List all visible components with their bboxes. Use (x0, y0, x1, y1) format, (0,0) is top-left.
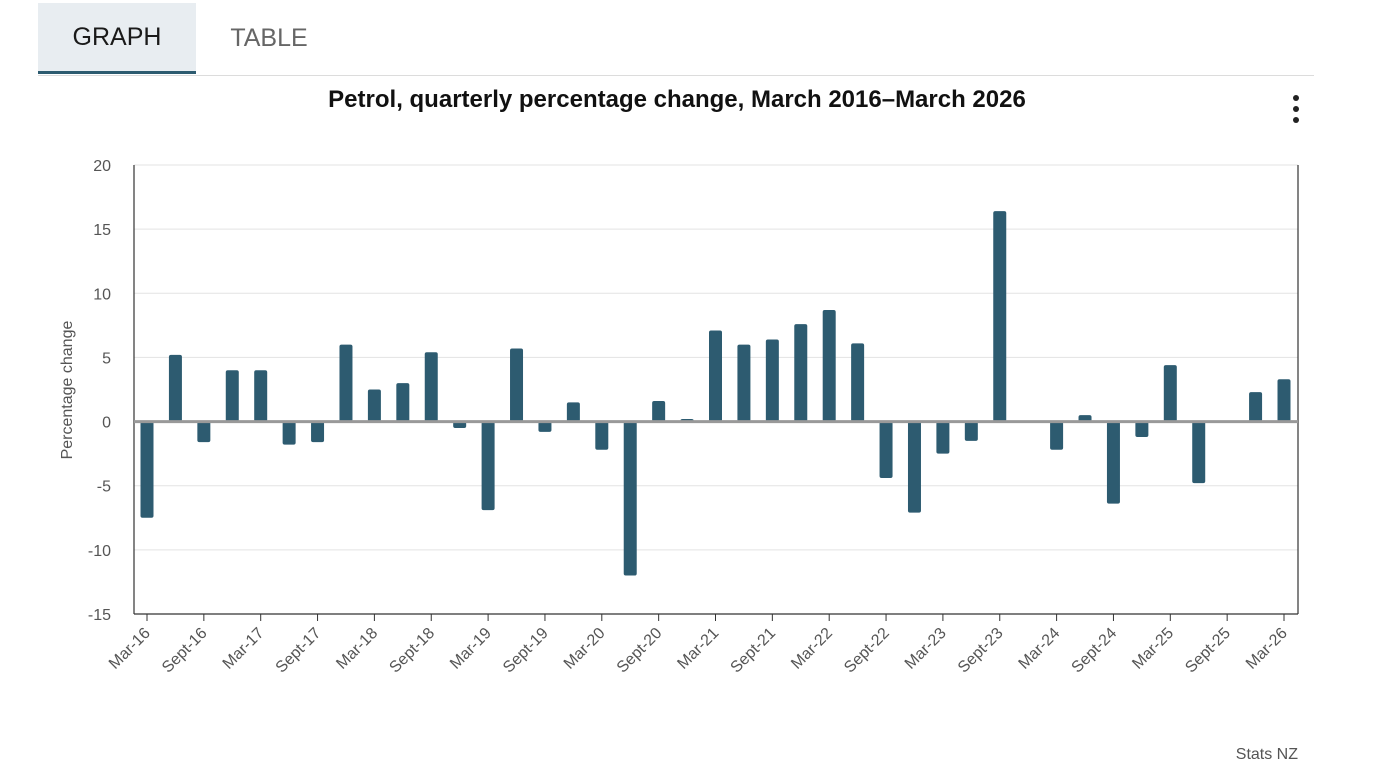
x-tick-label: Mar-20 (561, 625, 609, 673)
bar-Jun-21 (737, 344, 751, 422)
bar-Sept-17 (311, 421, 325, 443)
bar-Mar-23 (936, 421, 950, 454)
bar-Sept-24 (1106, 421, 1120, 504)
x-tick-label: Sept-24 (1069, 625, 1121, 677)
bar-Sept-20 (652, 401, 666, 422)
bar-Jun-17 (282, 421, 296, 445)
bar-Sept-16 (197, 421, 211, 443)
bar-Mar-21 (709, 330, 722, 422)
bar-Sept-22 (879, 421, 893, 479)
tab-table[interactable]: TABLE (230, 24, 308, 52)
x-tick-label: Sept-19 (500, 625, 552, 677)
bar-Dec-18 (453, 421, 467, 428)
x-tick-label: Mar-19 (447, 625, 495, 673)
bar-Dec-22 (907, 421, 921, 513)
bar-Jun-20 (623, 421, 637, 576)
x-tick-label: Mar-22 (788, 625, 836, 673)
x-tick-label: Sept-21 (728, 625, 780, 677)
x-tick-label: Mar-16 (106, 625, 154, 673)
bar-Dec-25 (1249, 392, 1263, 422)
bar-Dec-21 (794, 324, 808, 422)
bar-Dec-16 (225, 370, 239, 422)
y-tick-label: 20 (93, 158, 111, 175)
y-axis-label: Percentage change (59, 321, 76, 460)
x-tick-label: Mar-21 (674, 625, 722, 673)
bar-Dec-19 (566, 402, 580, 422)
x-tick-label: Sept-18 (386, 625, 438, 677)
bar-Jun-18 (396, 383, 410, 422)
y-tick-label: 10 (93, 286, 111, 303)
more-vertical-icon[interactable] (1282, 92, 1310, 126)
bar-Mar-16 (140, 421, 154, 518)
bar-Jun-23 (964, 421, 978, 441)
tab-graph[interactable]: GRAPH (38, 3, 196, 74)
tab-bar: GRAPH TABLE (38, 3, 1314, 76)
bar-Jun-19 (510, 348, 524, 422)
y-tick-label: 5 (102, 350, 111, 367)
x-tick-label: Mar-18 (333, 625, 381, 673)
bar-Mar-17 (254, 370, 268, 422)
y-tick-label: -15 (88, 607, 111, 624)
bar-Mar-19 (481, 421, 495, 511)
bar-Mar-22 (822, 309, 836, 422)
y-tick-label: 15 (93, 222, 111, 239)
bar-Sept-23 (993, 211, 1007, 422)
x-tick-label: Sept-23 (955, 625, 1007, 677)
bar-Sept-18 (424, 352, 438, 422)
x-tick-label: Sept-16 (159, 625, 211, 677)
bar-Mar-18 (367, 389, 381, 422)
x-tick-label: Sept-22 (841, 625, 893, 677)
y-tick-label: -5 (97, 479, 111, 496)
bar-Jun-22 (851, 343, 865, 422)
x-tick-label: Mar-25 (1129, 625, 1177, 673)
y-tick-label: 0 (102, 415, 111, 432)
x-tick-label: Mar-23 (902, 625, 950, 673)
bar-Dec-24 (1135, 421, 1149, 437)
x-tick-label: Sept-25 (1182, 625, 1234, 677)
bar-Mar-25 (1163, 365, 1177, 422)
source-credit: Stats NZ (1235, 746, 1298, 763)
bar-Mar-26 (1277, 379, 1291, 422)
x-tick-label: Sept-20 (614, 625, 666, 677)
bar-Mar-24 (1050, 421, 1064, 450)
bar-Jun-25 (1192, 421, 1206, 484)
chart-title: Petrol, quarterly percentage change, Mar… (328, 86, 1026, 113)
y-tick-label: -10 (88, 543, 111, 560)
bar-Dec-17 (339, 344, 353, 422)
x-tick-label: Mar-26 (1243, 625, 1291, 673)
x-tick-label: Mar-17 (220, 625, 268, 673)
bar-Sept-19 (538, 421, 552, 432)
bar-Jun-24 (1078, 415, 1092, 422)
grid-lines (134, 164, 1298, 551)
bar-Sept-21 (765, 339, 779, 422)
x-tick-label: Sept-17 (273, 625, 325, 677)
bar-Jun-16 (168, 354, 182, 422)
bars (140, 211, 1291, 576)
bar-Mar-20 (595, 421, 609, 450)
x-tick-label: Mar-24 (1016, 625, 1064, 673)
